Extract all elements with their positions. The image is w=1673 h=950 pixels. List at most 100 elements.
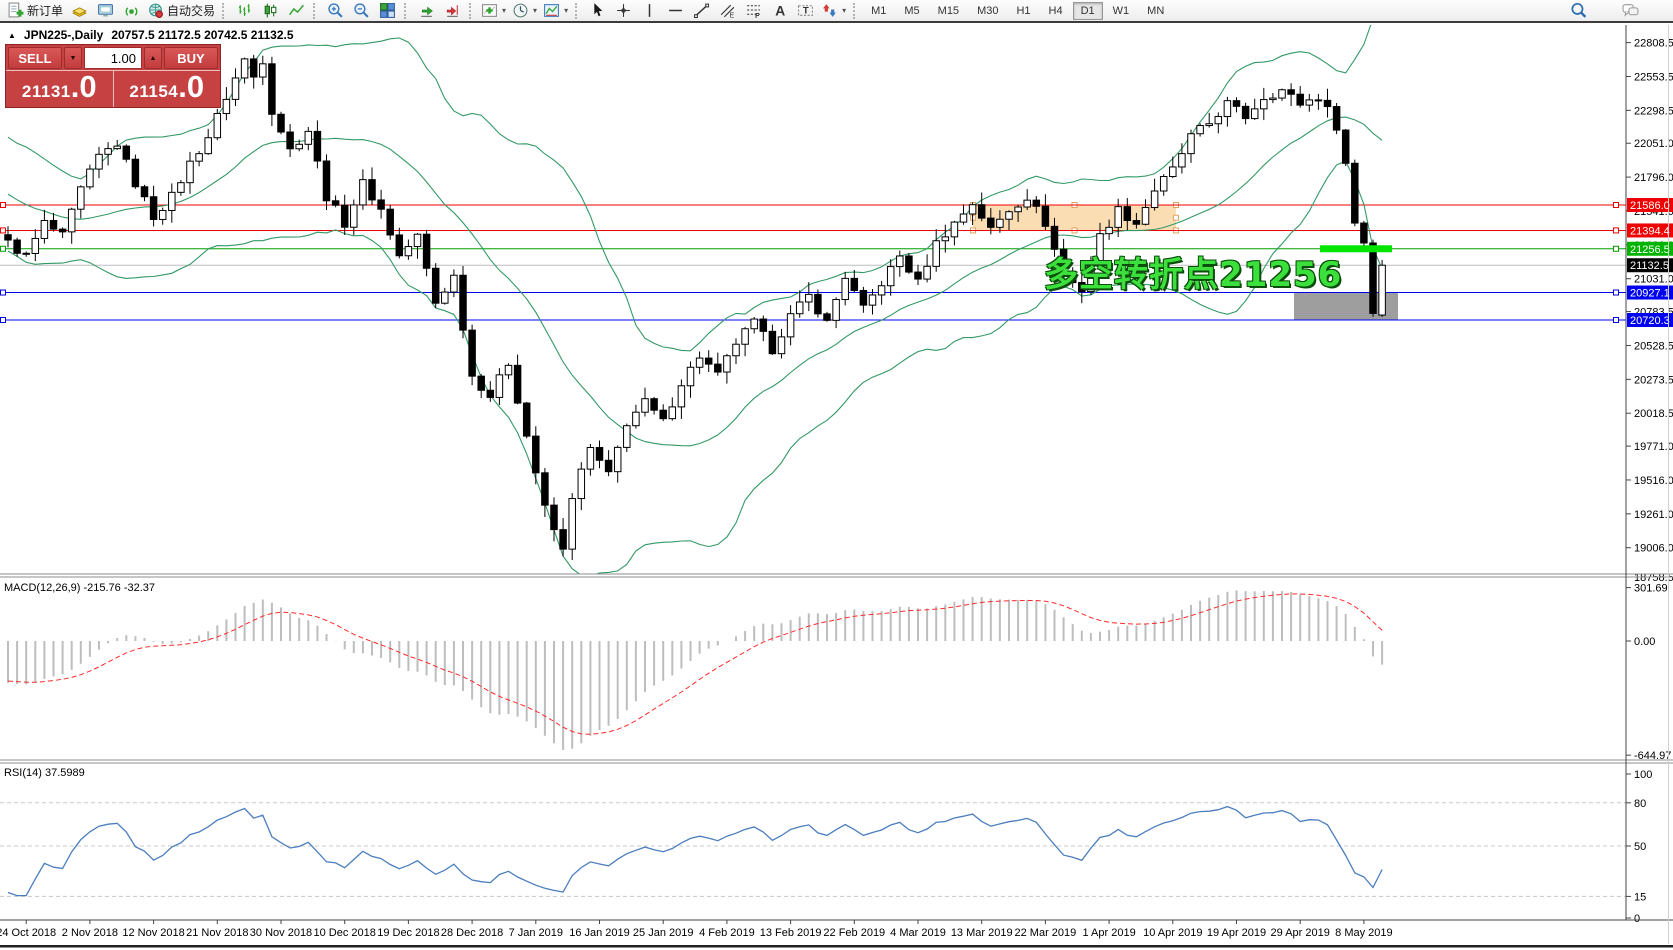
chart-background: [0, 25, 1673, 920]
price-tag: [1627, 241, 1673, 256]
indicators-icon: [482, 4, 497, 17]
candlestick-chart-button[interactable]: [257, 1, 283, 21]
collapse-trade-panel-icon[interactable]: ▲: [8, 30, 16, 40]
price-tick-label: 20528.5: [1634, 340, 1673, 352]
tab-timeframe-h1[interactable]: H1: [1016, 4, 1031, 17]
profiles-button[interactable]: [66, 1, 92, 21]
dropdown-caret-icon: ▾: [533, 6, 538, 15]
candlestick-chart-icon: [264, 3, 276, 18]
text-label-button[interactable]: T: [792, 1, 818, 21]
horizontal-line-button[interactable]: [662, 1, 688, 21]
zoom-in-button[interactable]: [322, 1, 348, 21]
rsi-tick-label: 15: [1634, 891, 1646, 903]
tab-timeframe-m15[interactable]: M15: [937, 4, 960, 17]
main-chart-pane[interactable]: [0, 12, 1626, 576]
cursor-button[interactable]: [584, 1, 610, 21]
vertical-line-button[interactable]: [636, 1, 662, 21]
new-order-button[interactable]: 新订单: [4, 1, 66, 21]
text-button[interactable]: A: [766, 1, 792, 21]
tab-timeframe-d1[interactable]: D1: [1072, 1, 1103, 20]
tab-timeframe-m5[interactable]: M5: [904, 4, 920, 17]
crosshair-button[interactable]: [610, 1, 636, 21]
new-order-label: 新订单: [27, 4, 64, 18]
arrows-button[interactable]: ▾: [818, 1, 849, 21]
sell-button[interactable]: SELL: [8, 47, 62, 69]
indicators-button[interactable]: ▾: [478, 1, 509, 21]
date-tick-label: 8 May 2019: [1335, 927, 1392, 939]
bar-chart-button[interactable]: [231, 1, 257, 21]
tab-timeframe-w1[interactable]: W1: [1112, 4, 1130, 17]
price-tick-label: 21031.0: [1634, 274, 1673, 286]
price-tick-label: 18758.5: [1634, 572, 1673, 584]
volume-decrease-button[interactable]: ▼: [64, 47, 82, 69]
object-handle: [0, 289, 6, 296]
tile-windows-button[interactable]: [374, 1, 400, 21]
date-tick-label: 22 Feb 2019: [823, 927, 885, 939]
object-handle: [0, 201, 6, 208]
object-handle: [1173, 214, 1179, 221]
auto-scroll-button[interactable]: [413, 1, 439, 21]
object-handle: [1613, 227, 1619, 234]
zoom-out-icon: [353, 3, 369, 18]
macd-signal-line: [7, 593, 1383, 735]
date-tick-label: 12 Nov 2018: [122, 927, 184, 939]
templates-icon: [544, 4, 559, 17]
toolbar-separator: [404, 2, 409, 19]
timeframe-group: M1 M5 M15 M30 H1 H4 D1 W1 MN: [862, 1, 1173, 20]
rsi-tick-label: 80: [1634, 798, 1646, 810]
rsi-line: [7, 805, 1383, 897]
buy-price[interactable]: 21154 .0: [112, 71, 221, 107]
dropdown-caret-icon: ▾: [564, 6, 569, 15]
templates-button[interactable]: ▾: [540, 1, 571, 21]
tab-timeframe-m1[interactable]: M1: [871, 4, 887, 17]
lime-highlight-bar[interactable]: [1320, 245, 1392, 253]
buy-button[interactable]: BUY: [164, 47, 218, 69]
search-button[interactable]: [1565, 1, 1591, 21]
strategy-tester-button[interactable]: [118, 1, 144, 21]
chat-button[interactable]: [1617, 1, 1643, 21]
date-tick-label: 19 Dec 2018: [377, 927, 439, 939]
bollinger-lo: [7, 160, 1383, 574]
object-handle: [0, 316, 6, 323]
price-tick-label: 19516.0: [1634, 475, 1673, 487]
toolbar-right-group: [1565, 1, 1669, 21]
volume-input[interactable]: 1.00: [84, 47, 142, 69]
periods-button[interactable]: ▾: [509, 1, 540, 21]
fibonacci-button[interactable]: F: [740, 1, 766, 21]
tab-timeframe-mn[interactable]: MN: [1147, 4, 1165, 17]
price-tag-label: 20720.3: [1630, 315, 1670, 327]
volume-increase-button[interactable]: ▲: [144, 47, 162, 69]
price-tick-label: 20018.5: [1634, 408, 1673, 420]
price-tag-label: 21256.5: [1630, 244, 1670, 256]
toolbar-separator: [313, 2, 318, 19]
candles: [4, 54, 1386, 561]
svg-text:F: F: [755, 13, 759, 19]
chat-icon: [1622, 4, 1638, 17]
chart-shift-button[interactable]: [439, 1, 465, 21]
text-icon: A: [775, 2, 785, 18]
price-tick-label: 19261.0: [1634, 509, 1673, 521]
zoom-out-button[interactable]: [348, 1, 374, 21]
window-bottom-edge: [0, 945, 1673, 948]
equidistant-channel-button[interactable]: E: [714, 1, 740, 21]
date-tick-label: 4 Feb 2019: [699, 927, 755, 939]
autotrading-button[interactable]: 自动交易: [144, 1, 218, 21]
rsi-tick-label: 50: [1634, 841, 1646, 853]
rsi-tick-label: 0: [1634, 913, 1640, 925]
terminal-button[interactable]: [92, 1, 118, 21]
sell-price[interactable]: 21131 .0: [6, 71, 113, 107]
toolbar-separator: [853, 2, 858, 19]
date-tick-label: 2 Nov 2018: [62, 927, 118, 939]
strategy-tester-icon: [125, 7, 137, 16]
line-chart-button[interactable]: [283, 1, 309, 21]
tab-timeframe-h4[interactable]: H4: [1048, 4, 1063, 17]
toolbar-separator: [469, 2, 474, 19]
profiles-icon: [71, 7, 87, 17]
tab-timeframe-m30[interactable]: M30: [977, 4, 999, 17]
trendline-button[interactable]: [688, 1, 714, 21]
price-tick-label: 22298.5: [1634, 105, 1673, 117]
macd-tick-label: -644.97: [1634, 750, 1671, 762]
dropdown-caret-icon: ▾: [842, 6, 847, 15]
